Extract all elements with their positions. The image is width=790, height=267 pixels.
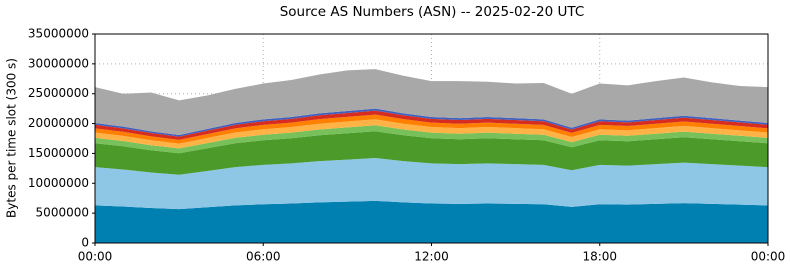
- area: [95, 125, 768, 154]
- y-tick-label: 10000000: [28, 176, 89, 190]
- area: [95, 131, 768, 175]
- y-tick-label: 30000000: [28, 56, 89, 70]
- chart-title: Source AS Numbers (ASN) -- 2025-02-20 UT…: [280, 4, 585, 20]
- x-tick-label: 18:00: [582, 250, 617, 264]
- area: [95, 114, 768, 144]
- area: [95, 108, 768, 137]
- y-tick-label: 35000000: [28, 27, 89, 41]
- area: [95, 69, 768, 135]
- area: [95, 158, 768, 210]
- area: [95, 119, 768, 149]
- x-tick-label: 00:00: [78, 250, 113, 264]
- y-tick-label: 20000000: [28, 116, 89, 130]
- area: [95, 200, 768, 243]
- y-tick-label: 0: [81, 236, 89, 250]
- areas: [95, 69, 768, 243]
- x-tick-label: 00:00: [751, 250, 786, 264]
- y-tick-label: 15000000: [28, 146, 89, 160]
- plot-frame: [94, 33, 769, 244]
- area: [95, 110, 768, 140]
- x-tick-label: 12:00: [414, 250, 449, 264]
- x-tick-label: 06:00: [246, 250, 281, 264]
- y-axis-label: Bytes per time slot (300 s): [5, 58, 19, 218]
- axes: 0 5000000 10000000 15000000 20000000 25000000…: [28, 27, 785, 264]
- y-tick-label: 5000000: [36, 206, 89, 220]
- y-tick-label: 25000000: [28, 86, 89, 100]
